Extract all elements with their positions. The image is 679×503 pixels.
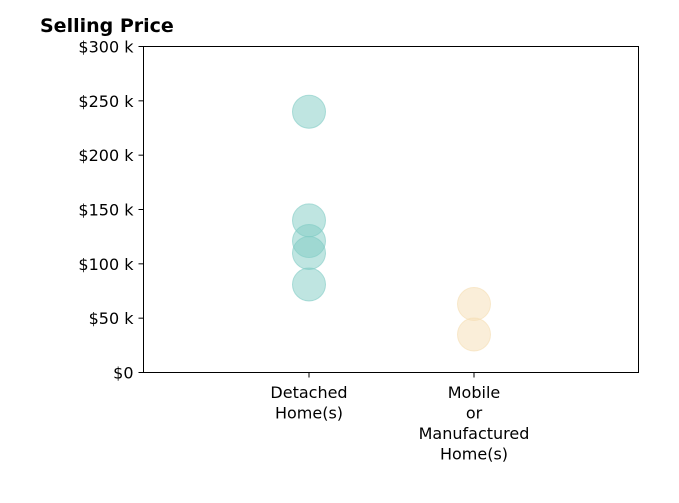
y-tick-label: $50 k [89, 309, 135, 328]
data-points [292, 94, 491, 352]
plot-frame [143, 46, 639, 373]
data-point [457, 317, 491, 352]
y-tick-label: $300 k [78, 38, 134, 57]
y-tick-label: $150 k [78, 201, 134, 220]
data-point [457, 287, 491, 322]
chart-title: Selling Price [40, 15, 174, 37]
x-category-label: Home(s) [275, 404, 343, 423]
data-point [292, 235, 326, 270]
y-tick-label: $0 [113, 364, 133, 383]
x-category-label: Manufactured [419, 424, 530, 443]
x-category-label: Home(s) [440, 445, 508, 464]
data-point [292, 267, 326, 302]
y-tick-label: $200 k [78, 146, 134, 165]
x-category-label: Detached [270, 383, 347, 402]
x-category-label: or [466, 404, 483, 423]
data-point [292, 94, 326, 129]
y-axis: $0 $50 k $100 k $150 k $200 k $250 k $300 k [78, 38, 144, 383]
x-category-label: Mobile [448, 383, 500, 402]
y-tick-label: $100 k [78, 255, 134, 274]
y-tick-label: $250 k [78, 92, 134, 111]
